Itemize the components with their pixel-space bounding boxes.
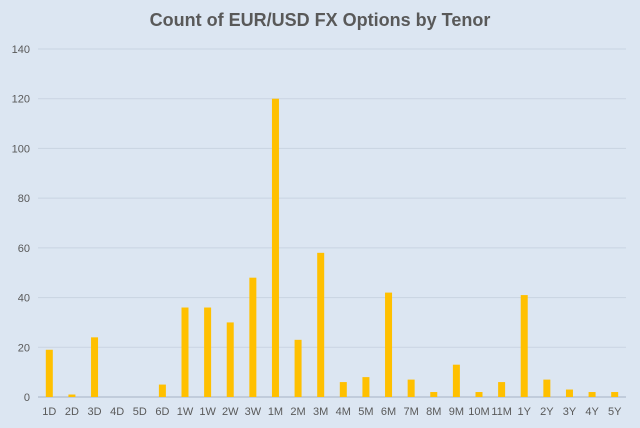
x-tick-label: 4M (336, 406, 351, 418)
bar (181, 307, 189, 397)
bar (565, 389, 573, 397)
y-tick-label: 140 (12, 44, 30, 56)
x-tick-label: 5D (133, 406, 147, 418)
bar (204, 307, 212, 397)
bar (68, 394, 76, 397)
x-tick-label: 4Y (585, 406, 599, 418)
x-tick-label: 7M (404, 406, 419, 418)
x-tick-label: 1W (199, 406, 216, 418)
x-tick-label: 3D (88, 406, 102, 418)
y-tick-label: 60 (18, 243, 30, 255)
x-tick-label: 5Y (608, 406, 622, 418)
bar (271, 98, 279, 397)
bar (45, 349, 53, 397)
chart-title: Count of EUR/USD FX Options by Tenor (149, 10, 491, 30)
bar (430, 392, 438, 397)
bar (407, 379, 415, 397)
x-tick-label: 3Y (563, 406, 577, 418)
bar (520, 295, 528, 397)
x-tick-label: 1M (268, 406, 283, 418)
bar (362, 377, 370, 397)
bar (294, 339, 302, 397)
bar (611, 392, 619, 397)
x-tick-label: 1Y (517, 406, 531, 418)
bar (452, 364, 460, 397)
bar (91, 337, 99, 397)
y-tick-label: 40 (18, 293, 30, 305)
x-tick-label: 6M (381, 406, 396, 418)
x-tick-label: 1W (177, 406, 194, 418)
x-tick-label: 11M (491, 406, 512, 418)
bar (226, 322, 234, 397)
x-tick-label: 4D (110, 406, 124, 418)
bar (249, 277, 257, 397)
bar (317, 252, 325, 397)
bar (385, 292, 393, 397)
x-tick-label: 5M (358, 406, 373, 418)
y-tick-label: 20 (18, 342, 30, 354)
x-tick-label: 2W (222, 406, 239, 418)
bar (498, 382, 506, 397)
bar (339, 382, 347, 397)
x-tick-label: 9M (449, 406, 464, 418)
x-tick-label: 3W (245, 406, 262, 418)
y-tick-label: 100 (12, 143, 30, 155)
x-tick-label: 1D (42, 406, 56, 418)
x-tick-label: 2M (290, 406, 305, 418)
x-tick-label: 2Y (540, 406, 554, 418)
x-tick-label: 6D (155, 406, 169, 418)
bar (158, 384, 166, 397)
x-tick-label: 8M (426, 406, 441, 418)
y-tick-label: 80 (18, 193, 30, 205)
y-tick-label: 0 (24, 392, 30, 404)
bar (543, 379, 551, 397)
bar (588, 392, 596, 397)
x-tick-label: 2D (65, 406, 79, 418)
x-tick-label: 3M (313, 406, 328, 418)
y-tick-label: 120 (12, 94, 30, 106)
x-tick-label: 10M (468, 406, 489, 418)
bar (475, 392, 483, 397)
